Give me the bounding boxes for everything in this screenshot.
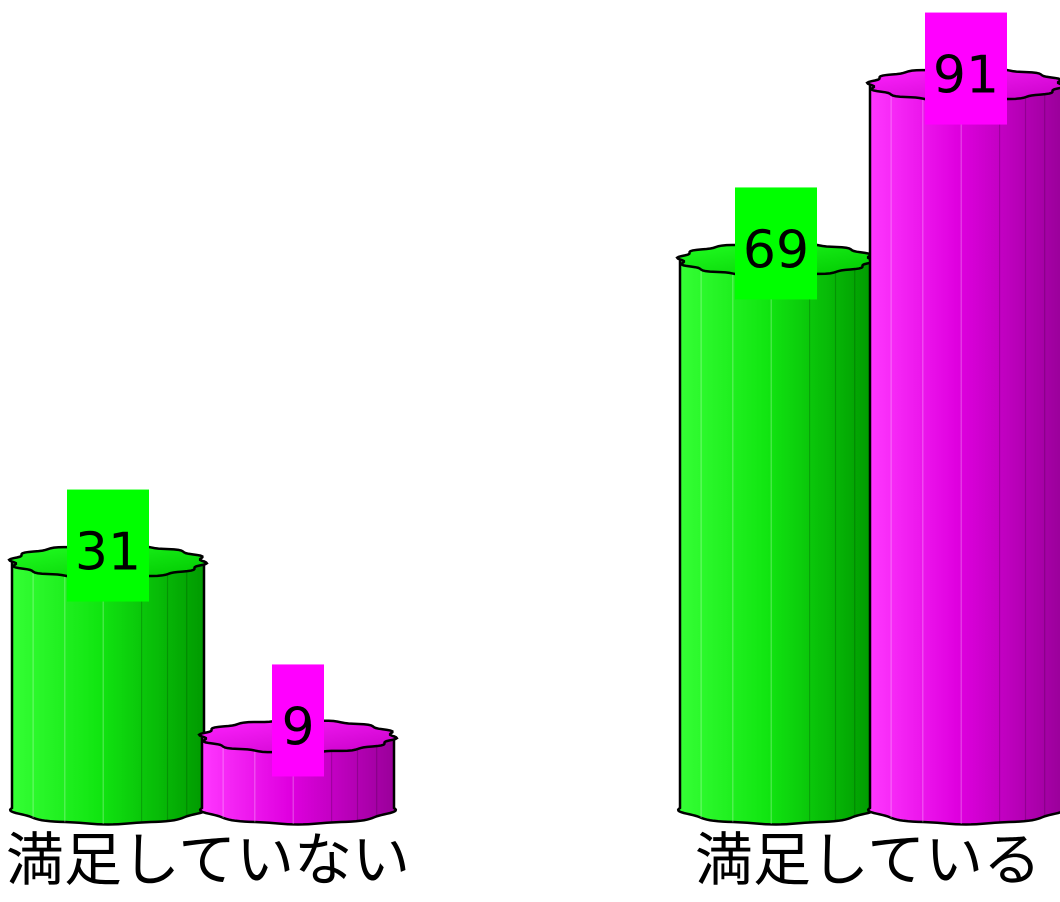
bar-body (8, 560, 208, 826)
data-label-green-satisfied: 69 (735, 187, 817, 300)
data-label-magenta-satisfied: 91 (925, 12, 1007, 125)
data-label-text: 91 (933, 46, 999, 106)
data-label-green-not-satisfied: 31 (67, 489, 149, 602)
data-label-box (925, 12, 1007, 125)
bar-magenta-satisfied (865, 66, 1060, 826)
data-label-box (67, 489, 149, 602)
bars-layer (7, 66, 1060, 826)
category-label-not-satisfied: 満足していない (6, 826, 410, 894)
data-label-text: 69 (743, 220, 809, 280)
data-labels-layer: 31 9 69 91 (67, 12, 1007, 777)
category-label-satisfied: 満足している (695, 826, 1041, 894)
category-labels-layer: 満足していない 満足している (6, 826, 1041, 894)
bar-body (676, 258, 876, 826)
data-label-magenta-not-satisfied: 9 (272, 664, 324, 777)
data-label-text: 9 (281, 697, 314, 757)
data-label-box (272, 664, 324, 777)
bar-body (198, 735, 398, 826)
data-label-box (735, 187, 817, 300)
bar-green-not-satisfied (7, 543, 209, 826)
data-label-text: 31 (75, 523, 141, 583)
bar-body (866, 83, 1060, 826)
bar-green-satisfied (675, 241, 877, 826)
